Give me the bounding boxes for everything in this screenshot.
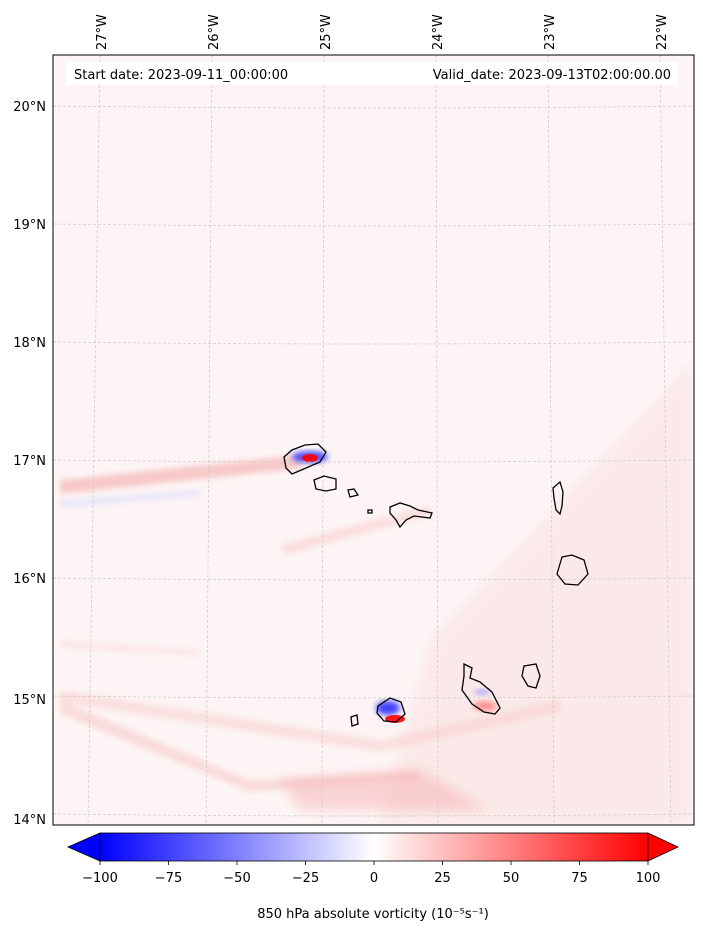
lon-label: 23°W	[543, 14, 558, 50]
lon-label: 27°W	[95, 14, 110, 50]
island-santo-antao	[283, 443, 327, 475]
island-brava	[350, 714, 359, 727]
colorbar-tick-label: 100	[636, 871, 661, 886]
colorbar-tick-label: −50	[223, 871, 250, 886]
gridlines	[53, 55, 694, 825]
lat-label: 19°N	[13, 218, 46, 233]
longitude-labels: 27°W 26°W 25°W 24°W 23°W 22°W	[95, 14, 670, 50]
lat-label: 15°N	[13, 693, 46, 708]
colorbar-tick-label: 50	[503, 871, 520, 886]
lon-label: 25°W	[319, 14, 334, 50]
island-boa-vista	[556, 554, 589, 586]
colorbar-tick-label: −75	[155, 871, 182, 886]
island-raso	[367, 509, 373, 514]
lon-label: 26°W	[207, 14, 222, 50]
island-sal	[552, 480, 564, 516]
colorbar-extend-max	[647, 832, 679, 862]
lat-label: 16°N	[13, 572, 46, 587]
lat-label: 20°N	[13, 100, 46, 115]
lat-label: 18°N	[13, 336, 46, 351]
map-area: Start date: 2023-09-11_00:00:00 Valid_da…	[53, 55, 694, 825]
lon-label: 22°W	[655, 14, 670, 50]
colorbar-tick-label: −25	[292, 871, 319, 886]
colorbar-tick-label: 25	[434, 871, 451, 886]
colorbar-ticks	[99, 861, 649, 865]
map-frame	[52, 54, 695, 826]
colorbar-label: 850 hPa absolute vorticity (10⁻⁵s⁻¹)	[257, 907, 489, 922]
lat-label: 17°N	[13, 454, 46, 469]
colorbar: −100 −75 −50 −25 0 25 50 75 100 850 hPa …	[67, 832, 679, 922]
island-sao-nicolau	[389, 502, 433, 529]
start-date-label: Start date: 2023-09-11_00:00:00	[74, 68, 288, 83]
colorbar-tick-label: −100	[82, 871, 118, 886]
lon-label: 24°W	[431, 14, 446, 50]
island-fogo	[376, 697, 406, 723]
island-coastlines	[283, 443, 589, 727]
colorbar-extend-min	[67, 832, 101, 862]
valid-date-label: Valid_date: 2023-09-13T02:00:00.00	[433, 68, 671, 83]
colorbar-body	[99, 832, 649, 862]
lat-label: 14°N	[13, 813, 46, 828]
island-santa-luzia	[347, 488, 360, 498]
latitude-labels: 20°N 19°N 18°N 17°N 16°N 15°N 14°N	[13, 100, 46, 828]
colorbar-tick-label: 0	[370, 871, 378, 886]
island-santiago	[461, 662, 501, 715]
island-sao-vicente	[313, 475, 337, 492]
colorbar-tick-label: 75	[571, 871, 588, 886]
island-maio	[521, 663, 541, 689]
